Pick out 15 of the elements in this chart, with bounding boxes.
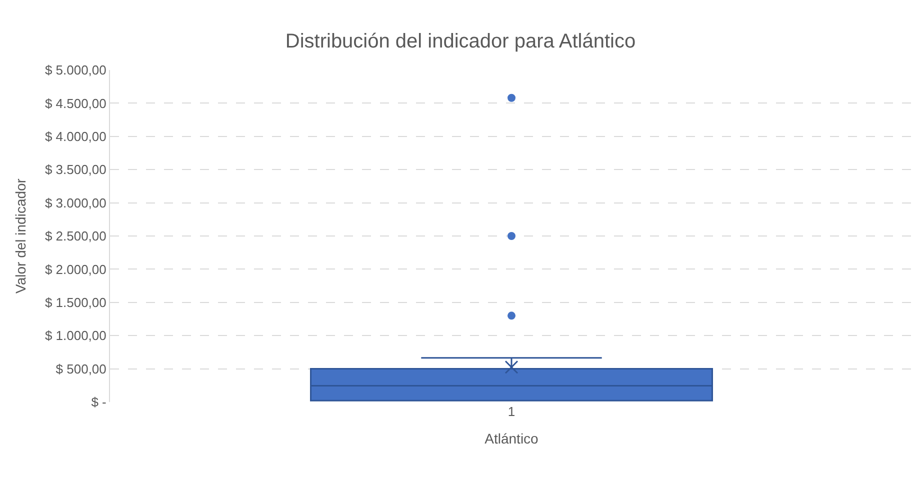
y-tick-label: $ 3.500,00	[44, 162, 106, 178]
y-tick-label: $ 2.000,00	[44, 262, 106, 277]
y-tick-label: $ 1.500,00	[44, 294, 106, 310]
y-tick-label: $ 500,00	[56, 361, 106, 376]
y-tick-label: $ 5.000,00	[44, 62, 106, 78]
chart-title: Distribución del indicador para Atlántico	[285, 30, 636, 52]
y-tick-label: $ 2.500,00	[44, 228, 106, 244]
y-tick-label: $ 1.000,00	[44, 328, 106, 344]
x-tick-label: 1	[508, 404, 516, 419]
y-tick-label: $ 4.000,00	[44, 128, 106, 144]
y-axis-title: Valor del indicador	[12, 178, 29, 294]
y-tick-label: $ 4.500,00	[44, 96, 106, 111]
y-tick-label: $ 3.000,00	[44, 195, 106, 210]
x-axis-title: Atlántico	[484, 430, 539, 446]
y-tick-label: $ -	[91, 394, 106, 410]
